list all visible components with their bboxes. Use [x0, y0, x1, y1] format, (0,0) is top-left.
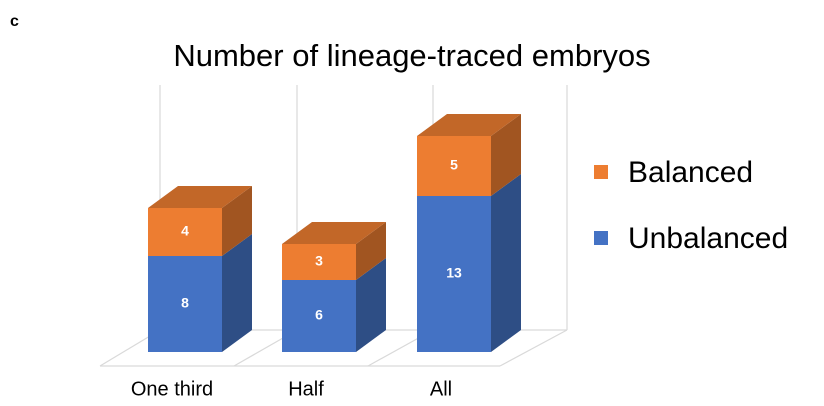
data-label: 13	[446, 265, 462, 281]
bar	[148, 208, 222, 256]
bar-side	[356, 222, 386, 280]
data-label: 3	[315, 253, 323, 269]
bar	[417, 136, 491, 196]
bar	[282, 244, 356, 280]
x-tick-label: All	[430, 378, 452, 400]
bar-top	[417, 114, 521, 136]
legend-swatch	[594, 165, 608, 179]
bar	[148, 256, 222, 352]
legend-label: Unbalanced	[628, 222, 788, 255]
bar-top	[148, 186, 252, 208]
legend-label: Balanced	[628, 156, 753, 189]
bar-side	[222, 234, 252, 352]
bar	[282, 280, 356, 352]
chart-title: Number of lineage-traced embryos	[173, 38, 650, 73]
bar-side	[222, 186, 252, 256]
x-tick-label: One third	[131, 378, 213, 400]
legend-swatch	[594, 231, 608, 245]
bar-side	[491, 174, 521, 352]
panel-label: c	[10, 13, 19, 30]
data-label: 8	[181, 295, 189, 311]
bar-side	[491, 114, 521, 196]
data-label: 5	[450, 157, 458, 173]
bar	[417, 196, 491, 352]
bar-side	[356, 258, 386, 352]
bar-top	[282, 222, 386, 244]
x-tick-label: Half	[288, 378, 324, 400]
data-label: 6	[315, 307, 323, 323]
data-label: 4	[181, 223, 189, 239]
